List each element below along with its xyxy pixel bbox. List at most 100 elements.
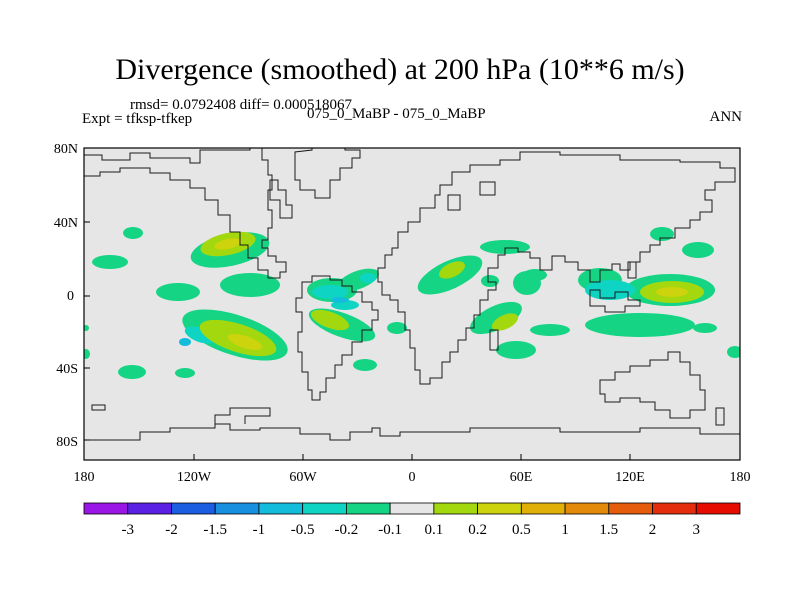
field-region <box>360 273 376 283</box>
lon-label-120e: 120E <box>615 470 645 485</box>
coastline-antarctic-peninsula <box>214 407 271 424</box>
colorbar-box <box>652 502 697 515</box>
colorbar-box <box>345 502 391 515</box>
coastline-north-america <box>84 148 287 279</box>
colorbar-label: -1.5 <box>203 522 227 538</box>
colorbar-label: 0.2 <box>468 522 487 538</box>
field-region <box>331 297 349 303</box>
colorbar-box <box>389 502 435 515</box>
colorbar-label: 0.1 <box>424 522 443 538</box>
colorbar-labels: -3 -2 -1.5 -1 -0.5 -0.2 -0.1 0.1 0.2 0.5 1 1.5 2 3 <box>121 522 700 538</box>
field-region <box>470 301 522 335</box>
map-background <box>84 148 740 460</box>
colorbar-box <box>520 502 566 515</box>
colorbar-label: 2 <box>649 522 657 538</box>
colorbar-label: -2 <box>165 522 178 538</box>
lon-label-180e: 180 <box>730 470 751 485</box>
colorbar-box <box>258 502 304 515</box>
field-region <box>92 255 128 269</box>
field-region <box>179 338 191 346</box>
colorbar-label: -0.2 <box>335 522 359 538</box>
colorbar-box <box>214 502 260 515</box>
axis-ticks <box>84 147 631 460</box>
field-region <box>175 368 195 378</box>
colorbar-box <box>83 502 129 515</box>
coastline-australia <box>599 351 706 419</box>
lat-label-eq: 0 <box>67 289 74 304</box>
colorbar-box <box>302 502 347 515</box>
field-region <box>214 238 242 250</box>
colorbar-label: -3 <box>121 522 134 538</box>
field-region <box>438 261 466 279</box>
colorbar-label: -1 <box>253 522 266 538</box>
lon-label-0: 0 <box>409 470 416 485</box>
colorbar-label: 1.5 <box>599 522 618 538</box>
experiment-text: Expt = tfksp-tfkep <box>82 111 193 127</box>
field-region <box>491 313 519 331</box>
plot-title: Divergence (smoothed) at 200 hPa (10**6 … <box>115 53 685 86</box>
field-region <box>387 322 407 334</box>
lat-label-80s: 80S <box>56 435 78 450</box>
coastline-arctic-islands <box>269 179 293 219</box>
field-region <box>84 325 89 331</box>
lon-label-60e: 60E <box>510 470 533 485</box>
coastline-new-zealand <box>715 407 725 426</box>
cases-text: 075_0_MaBP - 075_0_MaBP <box>307 106 486 122</box>
season-label: ANN <box>709 109 743 125</box>
lat-label-40n: 40N <box>54 216 78 231</box>
colorbar-label: -0.5 <box>291 522 315 538</box>
field-region <box>184 326 216 344</box>
colorbar-label: -0.1 <box>378 522 402 538</box>
lat-label-40s: 40S <box>56 362 78 377</box>
coastline-indonesia <box>589 289 641 313</box>
coastline-antarctica <box>84 423 740 441</box>
colorbar-box <box>127 502 172 515</box>
strong-positive-regions <box>214 238 688 350</box>
lon-label-120w: 120W <box>177 470 212 485</box>
field-region <box>585 280 635 300</box>
field-region <box>530 324 570 336</box>
field-region <box>682 242 714 258</box>
coastline-south-america <box>295 275 379 401</box>
coastline-eurasia-africa <box>377 151 736 385</box>
coastline-madagascar <box>489 329 499 351</box>
strongest-negative-regions <box>179 297 349 346</box>
lon-label-60w: 60W <box>289 470 317 485</box>
colorbar-box <box>695 502 741 515</box>
colorbar-box <box>477 502 522 515</box>
field-region <box>693 323 717 333</box>
coastline-small-islands <box>91 181 496 411</box>
lat-label-80n: 80N <box>54 142 78 157</box>
field-region <box>496 341 536 359</box>
field-region <box>118 365 146 379</box>
colorbar-label: 3 <box>693 522 701 538</box>
stats-text: rmsd= 0.0792408 diff= 0.000518067 <box>130 97 353 113</box>
coastline-philippines <box>627 261 637 279</box>
field-region <box>585 313 695 337</box>
field-region <box>727 346 740 358</box>
field-region <box>523 269 547 281</box>
field-region <box>656 287 688 297</box>
colorbar-boxes <box>83 502 741 515</box>
colorbar-box <box>171 502 216 515</box>
field-region <box>156 283 200 301</box>
strong-negative-regions <box>184 273 635 344</box>
coastline-greenland <box>294 148 361 199</box>
field-region <box>481 275 499 287</box>
colorbar-box <box>564 502 610 515</box>
colorbar-box <box>433 502 479 515</box>
colorbar-label: 0.5 <box>512 522 531 538</box>
lon-label-180w: 180 <box>74 470 95 485</box>
coastlines <box>84 148 740 441</box>
field-region <box>312 285 348 299</box>
field-region <box>227 334 263 350</box>
field-region <box>220 273 280 297</box>
field-region <box>84 349 90 359</box>
colorbar-label: 1 <box>561 522 569 538</box>
colorbar-box <box>608 502 653 515</box>
field-region <box>123 227 143 239</box>
field-region <box>311 309 349 331</box>
field-region <box>353 359 377 371</box>
